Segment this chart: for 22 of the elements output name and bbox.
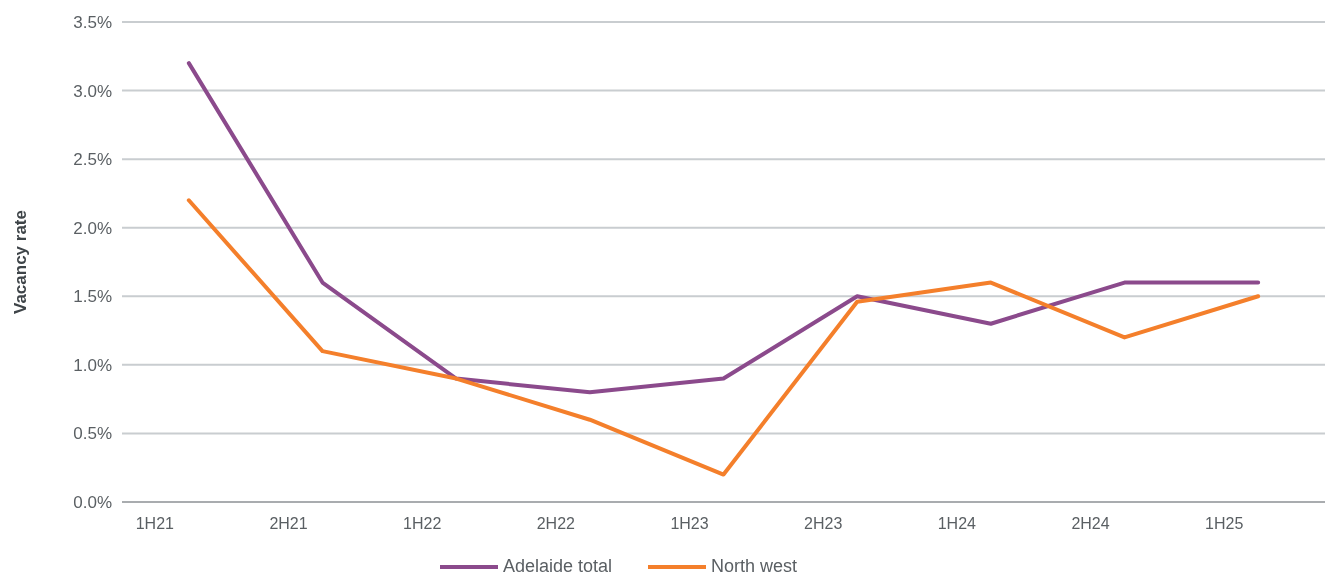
y-tick-label: 1.0% xyxy=(73,355,112,375)
legend-label: North west xyxy=(711,556,798,573)
line-series xyxy=(186,198,1261,477)
y-tick-label: 1.5% xyxy=(73,287,112,307)
x-tick-label: 2H22 xyxy=(536,515,576,532)
y-tick-label: 3.0% xyxy=(73,81,112,101)
y-tick-label: 2.5% xyxy=(73,150,112,170)
y-tick-label: 0.5% xyxy=(73,424,112,444)
x-tick-label: 1H24 xyxy=(937,515,977,532)
x-tick-label: 1H21 xyxy=(135,515,175,532)
legend-label: Adelaide total xyxy=(503,556,613,573)
x-tick-label: 1H22 xyxy=(403,515,442,532)
x-tick-label: 2H24 xyxy=(1071,515,1110,532)
y-tick-label: 0.0% xyxy=(73,492,112,512)
y-tick-label: 3.5% xyxy=(73,12,112,32)
x-tick-label: 2H23 xyxy=(804,515,843,532)
y-tick-label: 2.0% xyxy=(73,218,112,238)
line-series xyxy=(186,61,1261,395)
y-axis-title: Vacancy rate xyxy=(11,210,30,314)
x-tick-label: 1H25 xyxy=(1205,515,1244,532)
x-tick-label: 2H21 xyxy=(269,515,308,532)
x-tick-label: 1H23 xyxy=(670,515,709,532)
